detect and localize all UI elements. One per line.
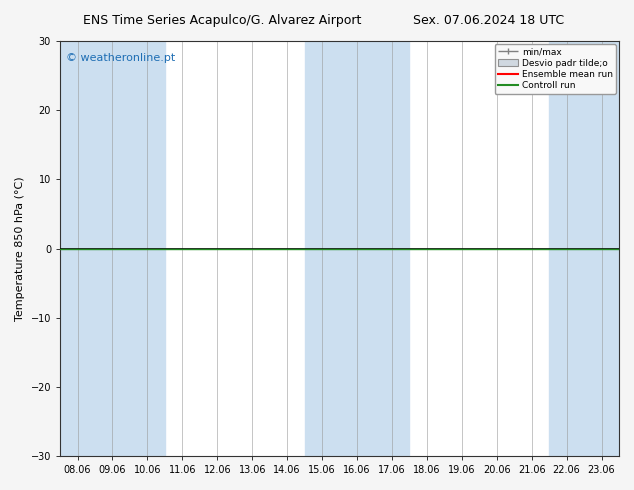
Bar [549,41,619,456]
Bar [304,41,410,456]
Bar [60,41,165,456]
Legend: min/max, Desvio padr tilde;o, Ensemble mean run, Controll run: min/max, Desvio padr tilde;o, Ensemble m… [495,44,616,94]
Text: © weatheronline.pt: © weatheronline.pt [66,53,175,64]
Y-axis label: Temperature 850 hPa (°C): Temperature 850 hPa (°C) [15,176,25,321]
Text: ENS Time Series Acapulco/G. Alvarez Airport: ENS Time Series Acapulco/G. Alvarez Airp… [82,14,361,27]
Text: Sex. 07.06.2024 18 UTC: Sex. 07.06.2024 18 UTC [413,14,564,27]
